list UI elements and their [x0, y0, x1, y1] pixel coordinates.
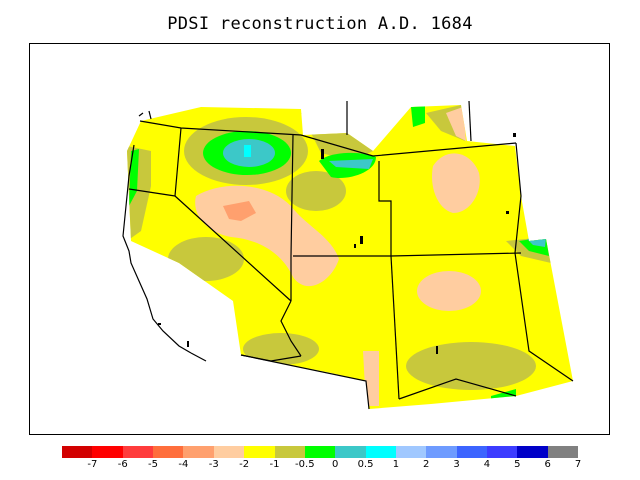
pdsi-field [127, 105, 573, 409]
colorbar-swatch [395, 446, 427, 458]
colorbar-swatch [92, 446, 123, 458]
olive-region-nevada [168, 237, 244, 281]
colorbar-label: 7 [574, 459, 582, 470]
olive-region-montana [286, 171, 346, 211]
colorbar-swatch [62, 446, 93, 458]
colorbar-label: 5 [514, 459, 521, 470]
cyan-region-idaho [244, 145, 251, 157]
colorbar-label: -3 [208, 459, 219, 470]
colorbar-swatch [547, 446, 579, 458]
colorbar-swatch [487, 446, 518, 458]
pdsi-colorbar-labels: -7 -6 -5 -4 -3 -2 -1 -0.5 0 0.5 1 2 3 4 5 6 7 [0, 459, 640, 473]
colorbar-swatch [456, 446, 488, 458]
coastline [122, 110, 207, 362]
colorbar-swatch [274, 446, 305, 458]
colorbar-swatch [335, 446, 366, 458]
orange-region [223, 201, 256, 221]
pdsi-map [122, 100, 574, 410]
colorbar-label: -2 [239, 459, 250, 470]
colorbar-label: 4 [483, 459, 491, 470]
colorbar-label: -1 [269, 459, 280, 470]
teal-region-montana [329, 159, 373, 169]
colorbar-swatch [183, 446, 214, 458]
colorbar-label: 1 [392, 459, 400, 470]
map-title: PDSI reconstruction A.D. 1684 [167, 14, 473, 34]
colorbar-swatch [213, 446, 245, 458]
colorbar-swatch [304, 446, 336, 458]
colorbar-swatch [365, 446, 396, 458]
peach-region-colorado [417, 271, 481, 311]
colorbar-label: -6 [117, 459, 128, 470]
colorbar-label: 0.5 [357, 459, 374, 470]
colorbar-swatch [517, 446, 548, 458]
colorbar-label: -4 [178, 459, 189, 470]
olive-region-arizona [243, 333, 319, 365]
peach-region-ne-corner [446, 107, 466, 141]
colorbar-label: 6 [544, 459, 551, 470]
lake-markers [158, 133, 516, 354]
colorbar-label: 2 [423, 459, 430, 470]
green-region-north [411, 105, 425, 127]
colorbar-label: 3 [453, 459, 460, 470]
peach-region-south [363, 351, 379, 406]
state-boundaries [128, 100, 574, 410]
colorbar-swatch [153, 446, 184, 458]
colorbar-swatch [426, 446, 457, 458]
peach-region-dakotas [431, 153, 480, 213]
colorbar-label: -7 [87, 459, 98, 470]
pdsi-colorbar [62, 446, 579, 458]
colorbar-label: -0.5 [295, 459, 315, 470]
colorbar-label: -5 [148, 459, 159, 470]
colorbar-swatch [244, 446, 275, 458]
colorbar-swatch [122, 446, 154, 458]
olive-region-south [406, 342, 536, 390]
colorbar-label: 0 [331, 459, 339, 470]
map-frame [29, 43, 610, 435]
